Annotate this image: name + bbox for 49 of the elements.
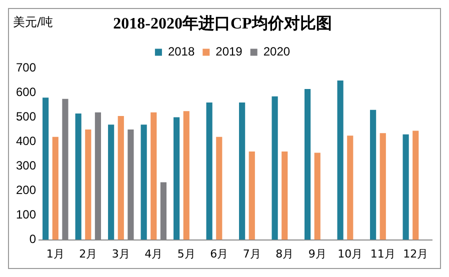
bar: [337, 80, 344, 240]
bar: [174, 117, 180, 240]
bar: [216, 136, 222, 240]
bar: [239, 102, 246, 240]
bar: [282, 152, 288, 240]
bar: [75, 114, 82, 240]
bar: [206, 102, 212, 240]
bar: [140, 124, 147, 240]
y-tick-label: 400: [16, 134, 36, 148]
bar: [42, 98, 49, 240]
x-tick-label: 7月: [242, 247, 261, 260]
x-tick-label: 5月: [177, 247, 196, 260]
y-tick-label: 200: [16, 183, 36, 198]
legend-label: 2018: [168, 44, 195, 59]
bar: [402, 134, 409, 240]
x-tick-label: 11月: [370, 247, 396, 260]
x-tick-label: 1月: [46, 247, 64, 260]
x-tick-label: 2月: [79, 247, 98, 260]
chart-title: 2018-2020年进口CP均价对比图: [113, 14, 332, 33]
bar: [412, 130, 419, 240]
bar: [85, 129, 92, 240]
y-axis-title: 美元/吨: [13, 15, 54, 30]
legend-label: 2020: [263, 44, 290, 59]
bar: [304, 89, 311, 240]
y-tick-label: 500: [16, 110, 36, 124]
bar: [150, 112, 157, 240]
y-tick-label: 700: [16, 60, 36, 75]
x-tick-label: 9月: [308, 247, 326, 260]
x-tick-label: 6月: [210, 247, 228, 260]
bar: [347, 136, 354, 240]
bar: [248, 152, 255, 240]
y-tick-label: 100: [16, 208, 36, 222]
bar: [370, 110, 376, 240]
x-tick-label: 8月: [276, 247, 294, 260]
x-tick-label: 4月: [144, 247, 163, 260]
bar: [314, 152, 320, 240]
bar: [108, 124, 114, 240]
x-tick-label: 10月: [338, 247, 363, 260]
x-tick-label: 12月: [403, 247, 428, 260]
x-tick-label: 3月: [112, 247, 130, 260]
bar: [183, 111, 190, 240]
y-tick-label: 600: [16, 85, 36, 100]
bar: [272, 96, 278, 240]
bar: [380, 133, 386, 240]
bar: [52, 136, 58, 240]
bar: [118, 116, 124, 240]
y-tick-label: 0: [29, 232, 36, 246]
legend-label: 2019: [216, 44, 243, 59]
y-tick-label: 300: [16, 158, 36, 173]
